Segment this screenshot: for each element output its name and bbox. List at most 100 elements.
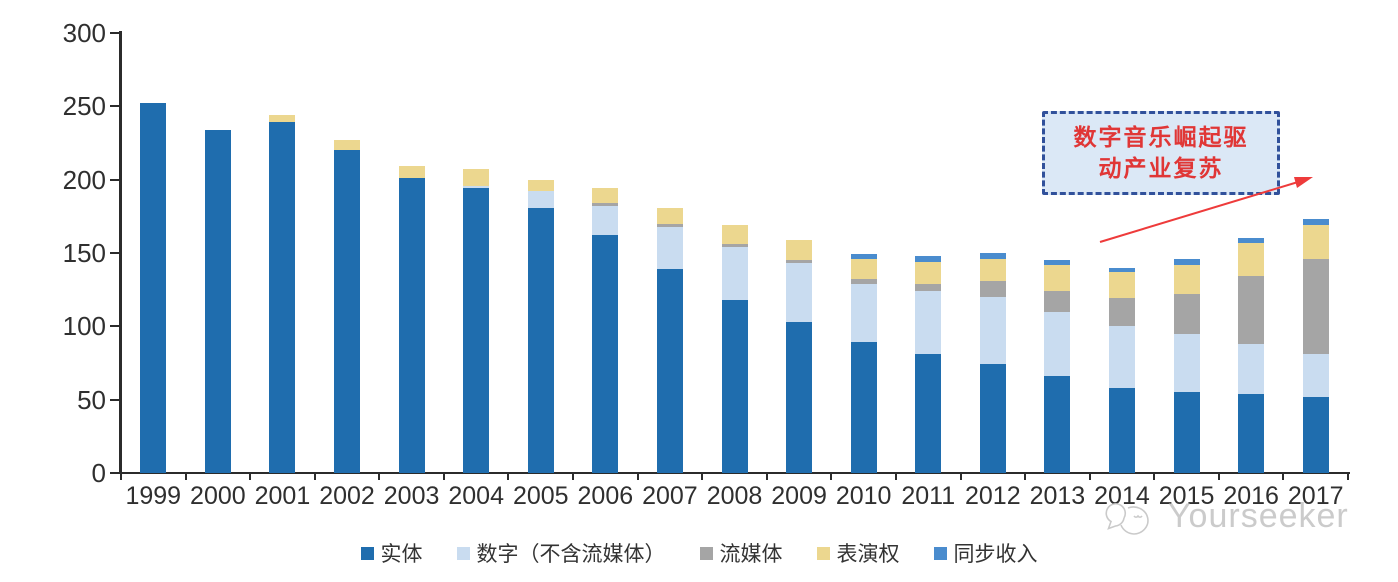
x-tick-label: 2006: [577, 482, 634, 510]
bar-2011-segment-sync-revenue: [915, 255, 942, 262]
x-tick-mark: [1153, 473, 1156, 480]
y-tick-label: 100: [62, 311, 106, 342]
x-tick-mark: [894, 473, 897, 480]
bar-2011-segment-physical: [915, 354, 942, 473]
x-tick-label: 2002: [319, 482, 375, 510]
bar-2006-segment-performance-rights: [592, 188, 619, 204]
bar-2007-segment-physical: [656, 269, 683, 473]
y-tick-mark: [110, 32, 120, 34]
bar-2006-segment-physical: [592, 235, 619, 473]
bar-2013-segment-digital-excl-streaming: [1044, 311, 1071, 377]
bar-2016-segment-streaming: [1238, 276, 1265, 344]
bar-2010-segment-streaming: [850, 279, 877, 284]
x-tick-label: 2010: [835, 482, 892, 510]
x-tick-label: 1999: [125, 482, 182, 510]
bar-2010-segment-performance-rights: [850, 258, 877, 280]
legend-label-physical: 实体: [380, 543, 423, 566]
watermark: Yourseeker: [1104, 494, 1349, 538]
annotation-text-line1: 数字音乐崛起驱: [1073, 124, 1249, 150]
bar-2014-segment-performance-rights: [1108, 272, 1135, 299]
bar-2017-segment-streaming: [1302, 258, 1329, 355]
x-tick-mark: [120, 473, 122, 480]
x-tick-label: 2007: [642, 482, 698, 510]
x-tick-mark: [572, 473, 575, 480]
bar-2002-segment-physical: [334, 150, 361, 473]
y-tick-label: 300: [62, 18, 106, 48]
bar-2005-segment-performance-rights: [527, 179, 554, 192]
bar-2002-segment-performance-rights: [334, 140, 361, 151]
x-tick-mark: [313, 473, 316, 480]
legend-item-sync-revenue: 同步收入: [933, 538, 1038, 568]
bar-2004-segment-digital-excl-streaming: [463, 185, 490, 189]
watermark-text: Yourseeker: [1168, 496, 1349, 535]
legend-marker-performance-rights: [816, 546, 830, 560]
x-tick-mark: [507, 473, 510, 480]
bar-2005-segment-digital-excl-streaming: [527, 191, 554, 208]
x-tick-mark: [701, 473, 704, 480]
y-tick-mark: [110, 325, 120, 328]
bar-2010-segment-physical: [850, 342, 877, 473]
x-tick-label: 2017: [1287, 482, 1344, 510]
legend-marker-physical: [360, 546, 374, 560]
y-tick-label: 50: [77, 384, 106, 415]
bar-2004-segment-performance-rights: [463, 169, 490, 186]
bar-2012-segment-physical: [979, 364, 1006, 473]
bar-2011-segment-performance-rights: [915, 261, 942, 284]
bar-2012-segment-sync-revenue: [979, 253, 1006, 259]
x-tick-mark: [1347, 473, 1349, 480]
bar-2001-segment-performance-rights: [269, 115, 296, 123]
bar-2009-segment-physical: [786, 321, 813, 473]
x-tick-label: 2001: [254, 482, 311, 510]
x-tick-mark: [442, 473, 445, 480]
bar-2014-segment-streaming: [1108, 298, 1135, 327]
legend-label-sync-revenue: 同步收入: [953, 543, 1038, 566]
x-tick-mark: [636, 473, 639, 480]
legend: 实体 数字（不含流媒体） 流媒体 表演权 同步收入: [0, 538, 1398, 568]
bar-2015-segment-streaming: [1173, 294, 1200, 334]
bar-2001-segment-physical: [269, 122, 296, 473]
bar-2012-segment-streaming: [979, 280, 1006, 297]
bar-2014-segment-digital-excl-streaming: [1108, 326, 1135, 388]
bar-2008-segment-digital-excl-streaming: [721, 247, 748, 300]
bar-2013-segment-streaming: [1044, 291, 1071, 312]
bar-2017-segment-sync-revenue: [1302, 219, 1329, 226]
bar-2014-segment-physical: [1108, 387, 1135, 473]
bar-2011-segment-streaming: [915, 283, 942, 292]
bar-2004-segment-physical: [463, 188, 490, 473]
legend-marker-digital-excl-streaming: [456, 546, 470, 560]
bar-2005-segment-physical: [527, 207, 554, 473]
x-tick-label: 2013: [1029, 482, 1086, 510]
bar-2006-segment-streaming: [592, 203, 619, 207]
bar-2016-segment-sync-revenue: [1238, 238, 1265, 243]
x-tick-label: 2015: [1158, 482, 1215, 510]
y-tick-mark: [110, 105, 120, 108]
y-tick-mark: [110, 252, 120, 254]
y-tick-mark: [110, 178, 120, 181]
x-tick-mark: [959, 473, 962, 480]
yourseeker-logo-icon: [1105, 502, 1149, 535]
annotation-text-line2: 动产业复苏: [1098, 155, 1224, 181]
bar-2016-segment-physical: [1238, 393, 1265, 473]
legend-item-digital-excl-streaming: 数字（不含流媒体）: [456, 538, 666, 568]
x-tick-mark: [765, 473, 768, 480]
annotation-box: 数字音乐崛起驱 动产业复苏: [1042, 111, 1280, 195]
x-tick-label: 2008: [706, 482, 763, 510]
x-tick-mark: [1024, 473, 1027, 480]
bar-2017-segment-physical: [1302, 396, 1329, 473]
bar-2008-segment-streaming: [721, 244, 748, 248]
bar-2014-segment-sync-revenue: [1108, 267, 1135, 273]
bar-2013-segment-sync-revenue: [1044, 260, 1071, 265]
bar-2003-segment-physical: [398, 178, 425, 473]
legend-label-digital-excl-streaming: 数字（不含流媒体）: [476, 543, 666, 566]
bar-2000-segment-physical: [204, 129, 231, 473]
y-axis-line: [119, 31, 122, 473]
x-tick-mark: [1282, 473, 1285, 480]
bar-2017-segment-performance-rights: [1302, 225, 1329, 259]
bar-2009-segment-streaming: [786, 260, 813, 264]
bar-2007-segment-digital-excl-streaming: [656, 226, 683, 270]
legend-marker-streaming: [699, 546, 713, 560]
x-tick-label: 2011: [901, 482, 956, 510]
x-tick-label: 2000: [190, 482, 246, 510]
bar-2011-segment-digital-excl-streaming: [915, 291, 942, 355]
